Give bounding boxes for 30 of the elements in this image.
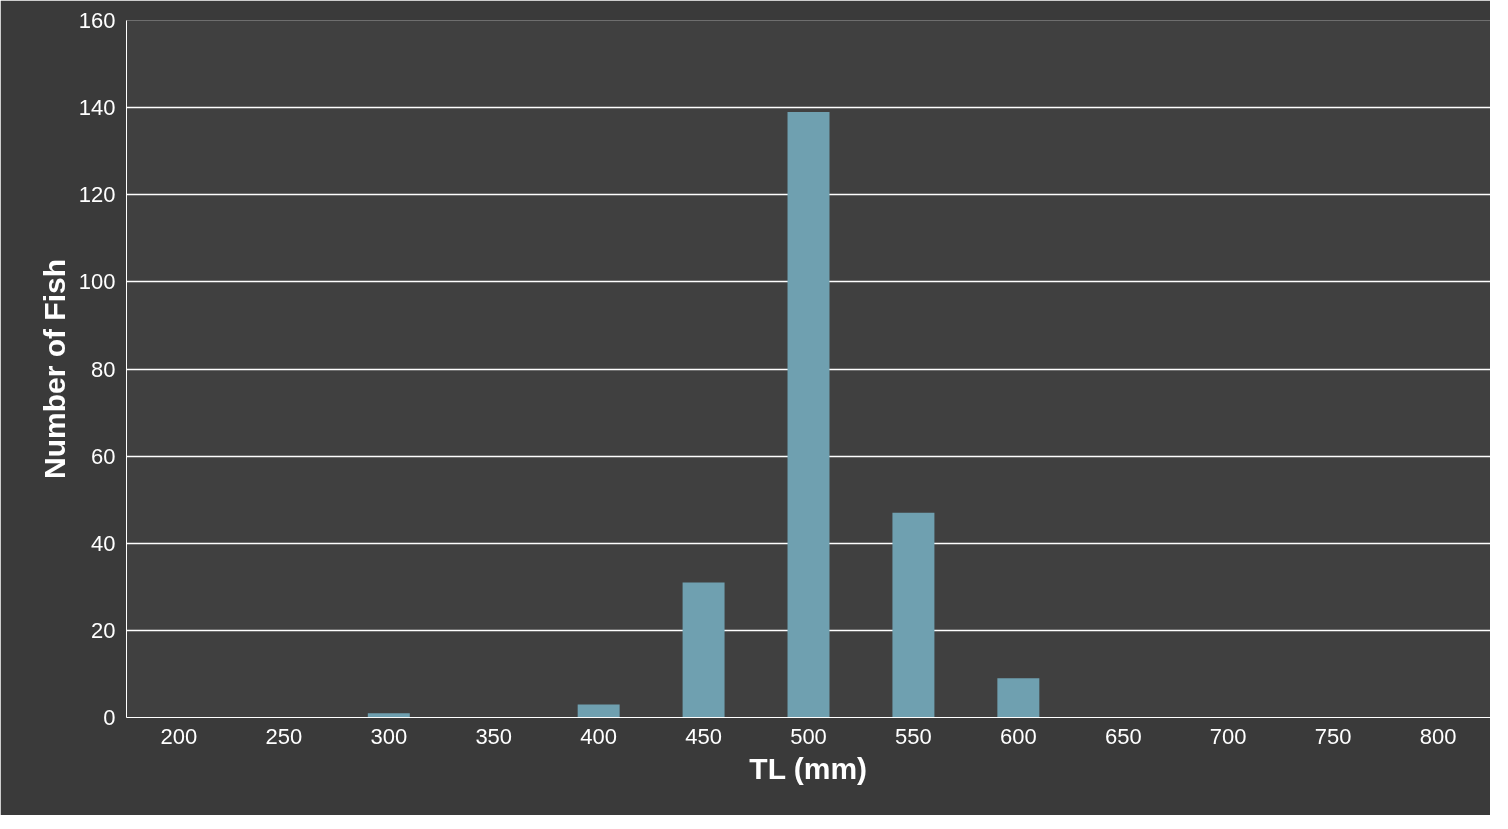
x-tick-label: 600 [999, 723, 1037, 749]
x-tick-label: 250 [265, 723, 303, 749]
x-tick-label: 700 [1209, 723, 1247, 749]
x-tick-label: 350 [475, 723, 513, 749]
x-tick-label: 450 [685, 723, 722, 749]
y-tick-label: 80 [91, 356, 116, 382]
x-axis-title: TL (mm) [749, 751, 868, 785]
bar [577, 704, 620, 718]
x-tick-label: 750 [1314, 723, 1352, 749]
y-tick-label: 40 [91, 530, 116, 556]
bar [367, 713, 410, 718]
bar [682, 582, 725, 718]
y-axis-title: Number of Fish [37, 258, 71, 479]
x-tick-label: 550 [895, 723, 932, 749]
x-tick-label: 400 [580, 723, 618, 749]
y-tick-label: 20 [91, 617, 116, 643]
y-tick-label: 160 [78, 8, 116, 33]
y-tick-label: 120 [78, 182, 116, 208]
bar [892, 512, 935, 718]
y-tick-label: 0 [103, 705, 116, 730]
x-tick-label: 300 [370, 723, 408, 749]
bar [997, 678, 1040, 718]
x-tick-label: 200 [160, 723, 198, 749]
y-tick-label: 100 [78, 269, 116, 295]
x-tick-label: 800 [1419, 723, 1457, 749]
y-tick-label: 140 [78, 95, 116, 121]
y-tick-label: 60 [91, 443, 116, 469]
bar [787, 111, 830, 718]
x-tick-label: 500 [790, 723, 827, 749]
x-tick-label: 650 [1104, 723, 1142, 749]
